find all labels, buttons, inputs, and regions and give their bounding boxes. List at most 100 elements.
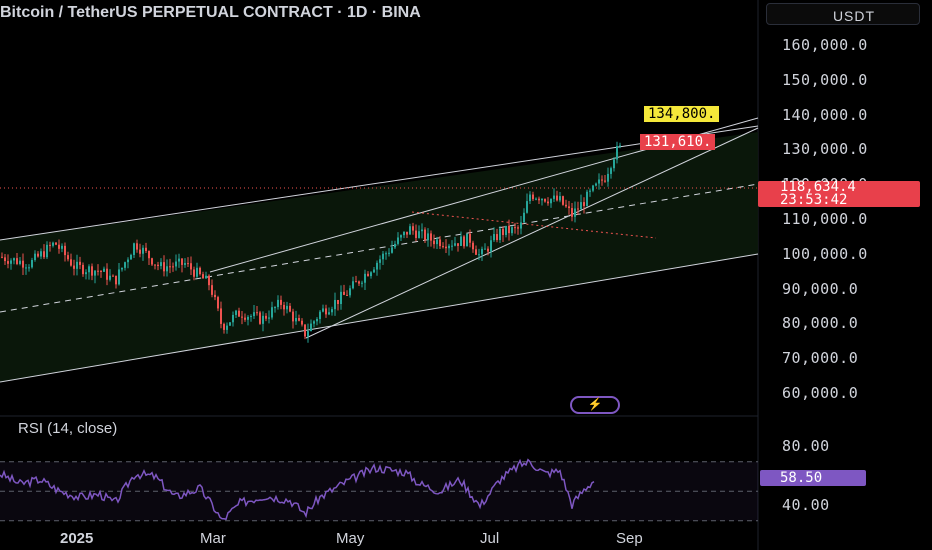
candle-body [409,226,411,235]
candle-body [277,299,279,308]
candle-body [34,253,36,260]
candle-body [439,239,441,247]
candle-body [40,251,42,257]
candle-body [97,270,99,272]
candle-body [187,263,189,265]
price-axis-label: 100,000.0 [782,244,868,263]
price-axis-label: 130,000.0 [782,140,868,159]
candle-body [367,273,369,277]
candle-body [337,299,339,305]
candle-body [553,195,555,199]
candle-body [199,267,201,275]
channel-lower-line [0,253,759,383]
time-label-mar: Mar [200,530,226,547]
candle-body [424,229,426,241]
candle-body [142,247,144,254]
candle-body [136,243,138,250]
candle-body [175,261,177,267]
target-high-tag: 134,800. [644,106,720,122]
price-axis[interactable]: 160,000.0150,000.0140,000.0130,000.0120,… [758,26,932,416]
candle-body [298,318,300,321]
rsi-title[interactable]: RSI (14, close) [18,420,118,437]
candle-body [340,291,342,305]
candle-body [379,259,381,263]
candle-body [556,195,558,201]
rsi-value: 58.50 [760,470,866,486]
candle-body [85,272,87,275]
candle-body [52,242,54,246]
candle-body [613,159,615,169]
candle-body [445,246,447,249]
candle-body [583,202,585,207]
candle-body [538,198,540,201]
candle-body [127,259,129,263]
candle-body [478,254,480,256]
candle-body [595,183,597,186]
candle-body [412,226,414,231]
candle-body [274,307,276,309]
candle-body [601,179,603,181]
candle-body [181,258,183,265]
candle-body [55,242,57,245]
candle-body [496,234,498,241]
channel-upper-line [0,125,759,241]
candle-body [460,236,462,246]
candle-body [166,266,168,272]
candle-body [31,259,33,268]
candle-body [610,168,612,174]
candle-body [484,248,486,250]
candle-body [334,299,336,310]
candle-body [529,194,531,202]
candle-body [82,264,84,275]
candle-body [268,317,270,319]
candle-body [1,256,3,258]
candle-body [79,261,81,265]
candle-body [514,227,516,229]
candle-body [592,185,594,191]
candle-body [169,266,171,268]
candle-body [463,236,465,247]
candle-body [19,260,21,264]
chart-title[interactable]: Bitcoin / TetherUS PERPETUAL CONTRACT · … [0,4,421,21]
candle-body [448,245,450,249]
candle-body [61,245,63,249]
candle-body [100,270,102,272]
candle-body [160,262,162,267]
candle-body [328,312,330,315]
candle-body [139,249,141,254]
lightning-bolt-icon[interactable]: ⚡ [570,396,620,414]
candle-body [151,258,153,265]
candle-body [469,233,471,243]
candle-body [157,264,159,267]
candle-body [487,248,489,252]
candle-body [577,208,579,210]
time-label-sep: Sep [616,530,643,547]
candle-body [403,231,405,236]
candle-body [163,262,165,272]
candle-body [22,260,24,268]
candle-body [376,262,378,270]
candle-body [586,191,588,207]
candle-body [259,312,261,324]
candle-body [46,244,48,258]
currency-button[interactable]: USDT [766,3,920,25]
candle-body [559,196,561,201]
candle-body [400,235,402,238]
candle-body [475,249,477,255]
candle-body [115,275,117,285]
candle-body [121,267,123,270]
candle-body [94,270,96,276]
candle-body [568,206,570,209]
candle-body [289,305,291,312]
candle-body [109,275,111,280]
price-axis-label: 160,000.0 [782,36,868,54]
candle-body [106,268,108,280]
candle-body [265,315,267,319]
candle-body [172,266,174,268]
rsi-axis-80: 80.00 [782,437,830,455]
price-axis-label: 90,000.0 [782,279,859,298]
candle-body [217,297,219,309]
candle-body [118,269,120,285]
last-price: 118,634.4 [780,179,856,195]
wedge-lower-line [305,127,759,339]
